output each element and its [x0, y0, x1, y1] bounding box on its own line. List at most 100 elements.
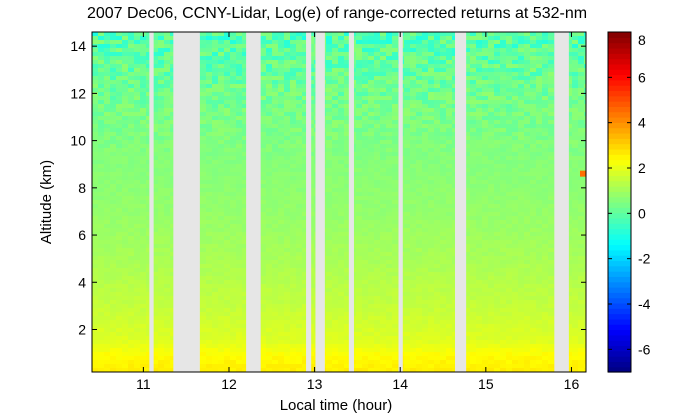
heatmap-cell	[302, 124, 309, 129]
heatmap-cell	[308, 108, 315, 113]
heatmap-cell	[518, 240, 525, 245]
heatmap-cell	[242, 76, 249, 81]
heatmap-cell	[338, 96, 345, 101]
heatmap-cell	[518, 152, 525, 157]
heatmap-cell	[224, 176, 231, 181]
heatmap-cell	[488, 244, 495, 249]
heatmap-cell	[200, 236, 207, 241]
heatmap-cell	[530, 168, 537, 173]
heatmap-cell	[362, 156, 369, 161]
heatmap-cell	[494, 236, 501, 241]
heatmap-cell	[374, 164, 381, 169]
heatmap-cell	[380, 172, 387, 177]
heatmap-cell	[278, 260, 285, 265]
heatmap-cell	[200, 240, 207, 245]
heatmap-cell	[494, 56, 501, 61]
heatmap-cell	[290, 240, 297, 245]
heatmap-cell	[338, 240, 345, 245]
heatmap-cell	[524, 168, 531, 173]
heatmap-cell	[104, 252, 111, 257]
heatmap-cell	[512, 160, 519, 165]
heatmap-cell	[428, 224, 435, 229]
heatmap-cell	[224, 164, 231, 169]
heatmap-cell	[170, 56, 177, 61]
heatmap-cell	[434, 100, 441, 105]
heatmap-cell	[116, 104, 123, 109]
heatmap-cell	[326, 148, 333, 153]
heatmap-cell	[578, 52, 585, 57]
heatmap-cell	[152, 72, 159, 77]
heatmap-cell	[134, 84, 141, 89]
heatmap-cell	[146, 140, 153, 145]
heatmap-cell	[134, 236, 141, 241]
heatmap-cell	[518, 252, 525, 257]
heatmap-cell	[152, 124, 159, 129]
heatmap-cell	[200, 216, 207, 221]
heatmap-cell	[284, 248, 291, 253]
heatmap-cell	[212, 80, 219, 85]
heatmap-cell	[134, 56, 141, 61]
heatmap-cell	[326, 252, 333, 257]
heatmap-cell	[476, 104, 483, 109]
heatmap-cell	[542, 148, 549, 153]
heatmap-cell	[434, 48, 441, 53]
heatmap-cell	[290, 140, 297, 145]
heatmap-cell	[134, 76, 141, 81]
heatmap-cell	[482, 156, 489, 161]
heatmap-cell	[356, 212, 363, 217]
heatmap-cell	[278, 172, 285, 177]
heatmap-cell	[284, 64, 291, 69]
heatmap-cell	[332, 208, 339, 213]
heatmap-cell	[122, 64, 129, 69]
heatmap-cell	[512, 52, 519, 57]
heatmap-cell	[140, 164, 147, 169]
heatmap-cell	[476, 236, 483, 241]
heatmap-cell	[116, 156, 123, 161]
heatmap-cell	[362, 100, 369, 105]
heatmap-cell	[440, 136, 447, 141]
heatmap-cell	[230, 196, 237, 201]
heatmap-cell	[500, 236, 507, 241]
heatmap-cell	[200, 64, 207, 69]
heatmap-cell	[230, 80, 237, 85]
heatmap-cell	[164, 108, 171, 113]
heatmap-cell	[116, 160, 123, 165]
heatmap-cell	[434, 232, 441, 237]
heatmap-cell	[500, 140, 507, 145]
heatmap-cell	[242, 140, 249, 145]
heatmap-cell	[416, 184, 423, 189]
heatmap-cell	[116, 216, 123, 221]
heatmap-cell	[374, 144, 381, 149]
heatmap-cell	[266, 76, 273, 81]
heatmap-cell	[302, 220, 309, 225]
heatmap-cell	[134, 156, 141, 161]
heatmap-cell	[260, 68, 267, 73]
heatmap-cell	[128, 248, 135, 253]
heatmap-cell	[92, 96, 99, 101]
heatmap-cell	[224, 72, 231, 77]
heatmap-cell	[134, 216, 141, 221]
heatmap-cell	[584, 84, 586, 89]
heatmap-cell	[116, 40, 123, 45]
heatmap-cell	[278, 68, 285, 73]
heatmap-cell	[236, 52, 243, 57]
heatmap-cell	[224, 188, 231, 193]
heatmap-cell	[446, 116, 453, 121]
heatmap-cell	[164, 128, 171, 133]
heatmap-cell	[218, 44, 225, 49]
heatmap-cell	[518, 260, 525, 265]
heatmap-cell	[338, 248, 345, 253]
heatmap-cell	[362, 144, 369, 149]
heatmap-cell	[416, 136, 423, 141]
heatmap-cell	[530, 96, 537, 101]
heatmap-cell	[362, 200, 369, 205]
heatmap-cell	[344, 128, 351, 133]
heatmap-cell	[296, 252, 303, 257]
heatmap-cell	[104, 164, 111, 169]
heatmap-cell	[224, 228, 231, 233]
heatmap-cell	[146, 124, 153, 129]
heatmap-cell	[410, 100, 417, 105]
heatmap-cell	[368, 112, 375, 117]
heatmap-cell	[356, 76, 363, 81]
heatmap-cell	[200, 132, 207, 137]
